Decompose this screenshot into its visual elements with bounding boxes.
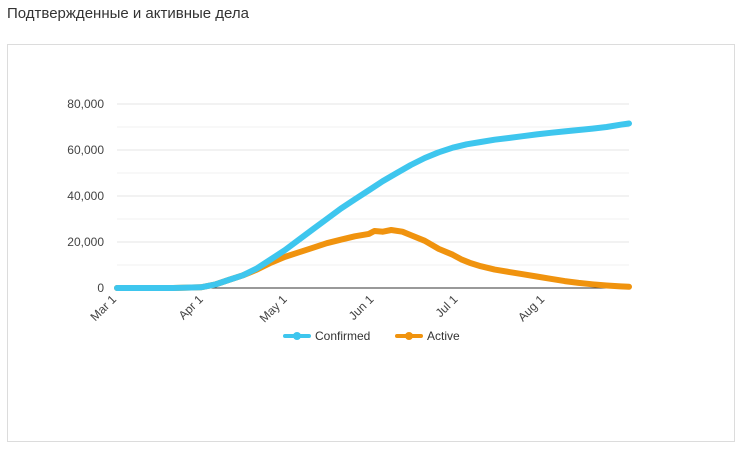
x-tick-label: Apr 1: [176, 292, 206, 322]
line-chart: 0 20,000 40,000 60,000 80,000 Mar 1 Apr 1 May 1…: [67, 97, 632, 343]
legend-marker-confirmed: [293, 332, 301, 340]
legend-marker-active: [405, 332, 413, 340]
page-title: Подтвержденные и активные дела: [7, 5, 249, 22]
series-line-active: [114, 227, 632, 291]
series-line-confirmed: [114, 120, 632, 291]
legend-label-confirmed[interactable]: Confirmed: [315, 329, 370, 343]
chart-card: 0 20,000 40,000 60,000 80,000 Mar 1 Apr 1 May 1…: [7, 44, 735, 442]
x-tick-label: Jun 1: [346, 292, 377, 323]
y-tick-label: 80,000: [67, 97, 104, 111]
x-tick-label: Aug 1: [515, 292, 547, 324]
y-tick-label: 60,000: [67, 143, 104, 157]
y-tick-label: 40,000: [67, 189, 104, 203]
y-tick-label: 20,000: [67, 235, 104, 249]
x-tick-label: May 1: [257, 292, 290, 325]
x-tick-label: Jul 1: [433, 292, 461, 320]
x-tick-label: Mar 1: [88, 292, 120, 324]
legend-label-active[interactable]: Active: [427, 329, 460, 343]
y-tick-label: 0: [97, 281, 104, 295]
